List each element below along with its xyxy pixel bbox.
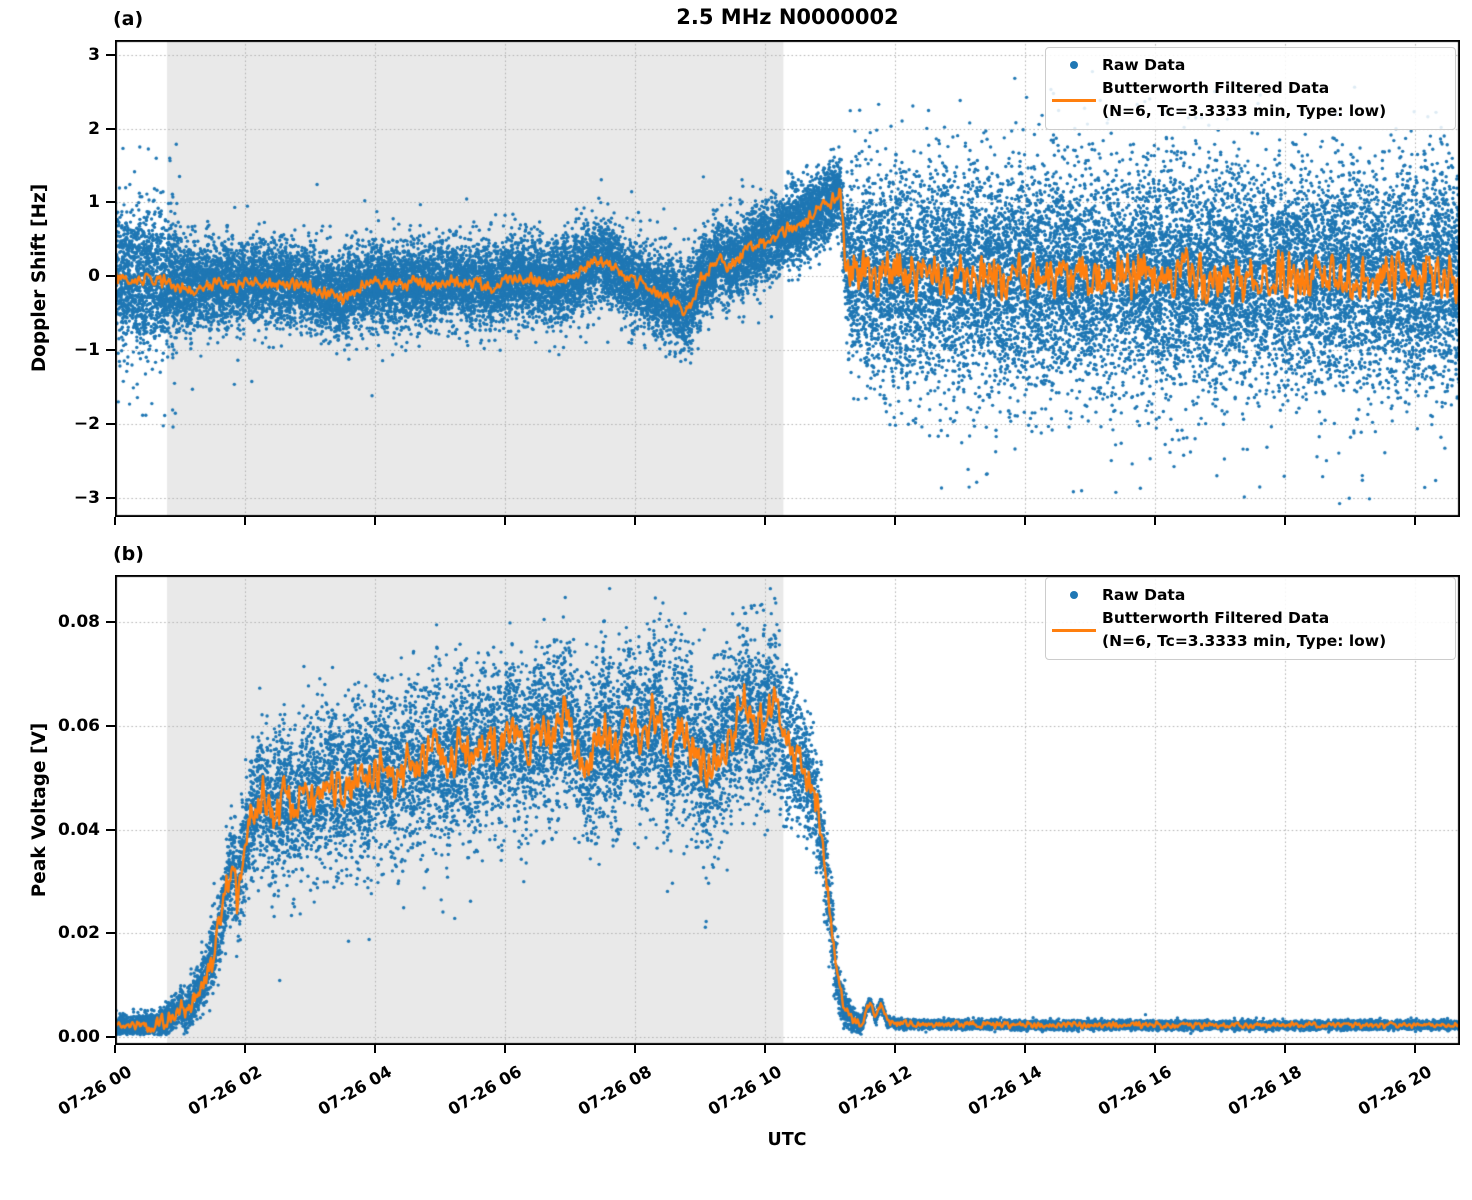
y-tick-mark — [106, 349, 115, 352]
y-tick-label: 1 — [88, 192, 100, 213]
x-tick-mark — [1024, 1045, 1026, 1053]
legend-filtered-sublabel: (N=6, Tc=3.3333 min, Type: low) — [1102, 102, 1387, 120]
panel-a-tag: (a) — [113, 8, 144, 30]
x-tick-mark — [504, 1045, 506, 1053]
x-tick-mark — [764, 517, 766, 525]
panel-b-tag: (b) — [113, 543, 144, 565]
y-tick-label: 0.00 — [58, 1027, 100, 1047]
x-tick-mark — [634, 517, 636, 525]
x-tick-mark — [1414, 517, 1416, 525]
y-tick-label: −1 — [73, 340, 100, 361]
y-tick-label: 0.06 — [58, 715, 100, 736]
x-tick-mark — [504, 517, 506, 525]
legend-entry-raw: Raw Data — [1046, 53, 1447, 77]
raw-data-marker-icon — [1046, 61, 1102, 69]
x-tick-mark — [894, 517, 896, 525]
y-tick-mark — [106, 724, 115, 727]
x-tick-mark — [1284, 1045, 1286, 1053]
y-tick-mark — [106, 621, 115, 624]
x-tick-mark — [244, 517, 246, 525]
x-tick-label: 07-26 20 — [1354, 1061, 1435, 1120]
y-tick-label: −2 — [73, 413, 100, 434]
x-tick-mark — [114, 517, 116, 525]
y-tick-label: 0 — [88, 266, 100, 287]
x-tick-label: 07-26 02 — [184, 1061, 265, 1120]
x-tick-mark — [634, 1045, 636, 1053]
x-tick-mark — [1284, 517, 1286, 525]
legend-entry-raw: Raw Data — [1046, 583, 1447, 607]
y-tick-label: 0.04 — [58, 819, 100, 840]
legend-filtered-label: Butterworth Filtered Data — [1102, 609, 1330, 627]
figure-title: 2.5 MHz N0000002 — [676, 5, 899, 29]
x-tick-label: 07-26 06 — [444, 1061, 525, 1120]
filtered-line-icon — [1046, 628, 1102, 632]
x-tick-mark — [374, 1045, 376, 1053]
y-tick-mark — [106, 201, 115, 204]
figure-page: { "title": "2.5 MHz N0000002", "xlabel":… — [29, 5, 1460, 1150]
legend-panel-a: Raw Data Butterworth Filtered Data (N=6,… — [1045, 47, 1456, 130]
y-tick-mark — [106, 275, 115, 278]
x-tick-mark — [764, 1045, 766, 1053]
x-tick-mark — [114, 1045, 116, 1053]
y-tick-mark — [106, 932, 115, 935]
legend-raw-label: Raw Data — [1102, 56, 1186, 74]
y-tick-mark — [106, 53, 115, 56]
x-tick-mark — [894, 1045, 896, 1053]
x-tick-mark — [1154, 517, 1156, 525]
y-tick-label: 3 — [88, 44, 100, 65]
raw-data-marker-icon — [1046, 591, 1102, 599]
legend-panel-b: Raw Data Butterworth Filtered Data (N=6,… — [1045, 577, 1456, 660]
y-tick-label: −3 — [73, 487, 100, 508]
legend-entry-filtered: Butterworth Filtered Data (N=6, Tc=3.333… — [1046, 607, 1447, 653]
y-tick-mark — [106, 1036, 115, 1038]
legend-filtered-label: Butterworth Filtered Data — [1102, 79, 1330, 97]
y-tick-mark — [106, 422, 115, 425]
y-tick-mark — [106, 496, 115, 499]
x-tick-mark — [1414, 1045, 1416, 1053]
x-tick-mark — [374, 517, 376, 525]
y-tick-label: 0.08 — [58, 612, 100, 633]
x-axis-label: UTC — [767, 1130, 807, 1150]
y-tick-mark — [106, 127, 115, 130]
y-tick-mark — [106, 828, 115, 831]
y-tick-label: 2 — [88, 118, 100, 139]
x-tick-label: 07-26 18 — [1224, 1061, 1305, 1120]
x-tick-mark — [1154, 1045, 1156, 1053]
x-tick-label: 07-26 04 — [314, 1061, 395, 1120]
filtered-line-icon — [1046, 98, 1102, 102]
legend-filtered-sublabel: (N=6, Tc=3.3333 min, Type: low) — [1102, 632, 1387, 650]
legend-entry-filtered: Butterworth Filtered Data (N=6, Tc=3.333… — [1046, 77, 1447, 123]
y-tick-label: 0.02 — [58, 923, 100, 944]
legend-raw-label: Raw Data — [1102, 586, 1186, 604]
x-tick-mark — [244, 1045, 246, 1053]
x-tick-mark — [1024, 517, 1026, 525]
